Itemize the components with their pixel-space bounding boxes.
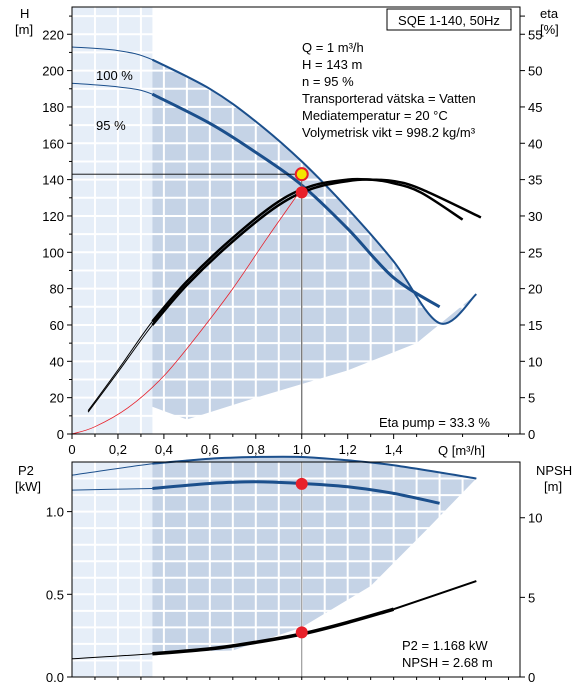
q-tick-label: 1,2 [339, 442, 357, 457]
power-curve-100 [152, 455, 477, 480]
bottom-left-axis-title-line2: [kW] [15, 479, 41, 494]
info-n: n = 95 % [302, 74, 354, 89]
eta-tick-label: 5 [528, 391, 535, 406]
curve-100-percent [151, 58, 478, 325]
eta-tick-label: 0 [528, 427, 535, 442]
h-tick-label: 160 [42, 136, 64, 151]
h-tick-label: 80 [50, 282, 64, 297]
low-flow-region [72, 462, 153, 677]
q-tick-label: 0,4 [155, 442, 173, 457]
bottom-plot-frame [71, 461, 521, 678]
npsh-point-marker [295, 626, 308, 639]
q-tick-label: 0,6 [201, 442, 219, 457]
q-tick-label: 1,4 [385, 442, 403, 457]
eta-tick-label: 45 [528, 100, 542, 115]
q-tick-label: 1,0 [293, 442, 311, 457]
npsh-curve [152, 607, 395, 656]
h-tick-label: 60 [50, 318, 64, 333]
h-tick-label: 120 [42, 209, 64, 224]
bottom-right-axis-title-line1: NPSH [536, 463, 572, 478]
top-right-axis-title-line1: eta [540, 6, 559, 21]
q-tick-label: 0 [68, 442, 75, 457]
q-tick-label: 0,8 [247, 442, 265, 457]
info-npsh: NPSH = 2.68 m [402, 655, 493, 670]
h-tick-label: 200 [42, 64, 64, 79]
info-block: Q = 1 m³/h H = 143 m n = 95 % Transporte… [302, 40, 476, 140]
chart-title: SQE 1-140, 50Hz [398, 13, 500, 28]
h-tick-label: 140 [42, 173, 64, 188]
eta-tick-label: 35 [528, 173, 542, 188]
h-tick-label: 0 [57, 427, 64, 442]
p2-tick-label: 1.0 [46, 505, 64, 520]
bottom-right-axis-title-line2: [m] [544, 479, 562, 494]
h-tick-label: 100 [42, 245, 64, 260]
bottom-markers [295, 477, 308, 639]
curve-label-95: 95 % [96, 118, 126, 133]
p2-tick-label: 0.0 [46, 670, 64, 685]
top-left-axis-title-line1: H [20, 6, 29, 21]
eta-tick-label: 50 [528, 64, 542, 79]
top-left-axis-title-line2: [m] [15, 22, 33, 37]
bottom-curves [71, 455, 477, 677]
eta-tick-label: 20 [528, 282, 542, 297]
top-right-axis-title-line2: [%] [540, 22, 559, 37]
eta-tick-label: 55 [528, 27, 542, 42]
top-axes: 0 20 40 60 80 100 120 140 160 180 200 220 0 5 10 15 20 25… [42, 15, 542, 457]
power-point-marker [295, 477, 308, 490]
eta-tick-label: 10 [528, 354, 542, 369]
top-markers [294, 167, 309, 199]
npsh-tick-label: 10 [528, 511, 542, 526]
title-box [386, 8, 512, 31]
h-tick-label: 40 [50, 354, 64, 369]
info-fluid: Transporterad vätska = Vatten [302, 91, 476, 106]
info-density: Volymetrisk vikt = 998.2 kg/m³ [302, 125, 476, 140]
npsh-tick-label: 0 [528, 670, 535, 685]
eta-tick-label: 25 [528, 245, 542, 260]
bottom-left-axis-title-line1: P2 [18, 463, 34, 478]
info-h: H = 143 m [302, 57, 362, 72]
eta-tick-label: 30 [528, 209, 542, 224]
eta-tick-label: 15 [528, 318, 542, 333]
top-grid [72, 7, 520, 434]
bottom-axes: 0.0 0.5 1.0 0 5 10 [46, 505, 543, 685]
npsh-tick-label: 5 [528, 590, 535, 605]
top-plot-frame [71, 6, 521, 435]
duty-point-marker [294, 167, 309, 182]
top-curves [71, 46, 482, 435]
eta-pump-text: Eta pump = 33.3 % [379, 415, 490, 430]
p2-tick-label: 0.5 [46, 587, 64, 602]
info-temp: Mediatemperatur = 20 °C [302, 108, 448, 123]
head-efficiency-panel: 0 20 40 60 80 100 120 140 160 180 200 220 0 5 10 15 20 25… [15, 6, 559, 458]
info-p2: P2 = 1.168 kW [402, 638, 488, 653]
power-curve-95-thin [71, 488, 153, 491]
efficiency-point-marker [295, 186, 308, 199]
info-q: Q = 1 m³/h [302, 40, 364, 55]
efficiency-curve-0 [151, 178, 464, 326]
low-flow-region [72, 7, 153, 434]
h-tick-label: 220 [42, 27, 64, 42]
npsh-curve-tail [393, 580, 477, 611]
eta-tick-label: 40 [528, 136, 542, 151]
x-axis-label: Q [m³/h] [438, 443, 485, 458]
power-npsh-panel: 0.0 0.5 1.0 0 5 10 P2 [kW] NPSH [m] P2 = 1.16… [15, 455, 572, 685]
h-tick-label: 20 [50, 391, 64, 406]
system-curve [71, 188, 303, 435]
h-tick-label: 180 [42, 100, 64, 115]
curve-label-100: 100 % [96, 68, 133, 83]
q-tick-label: 0,2 [109, 442, 127, 457]
efficiency-curve-1 [151, 177, 482, 323]
